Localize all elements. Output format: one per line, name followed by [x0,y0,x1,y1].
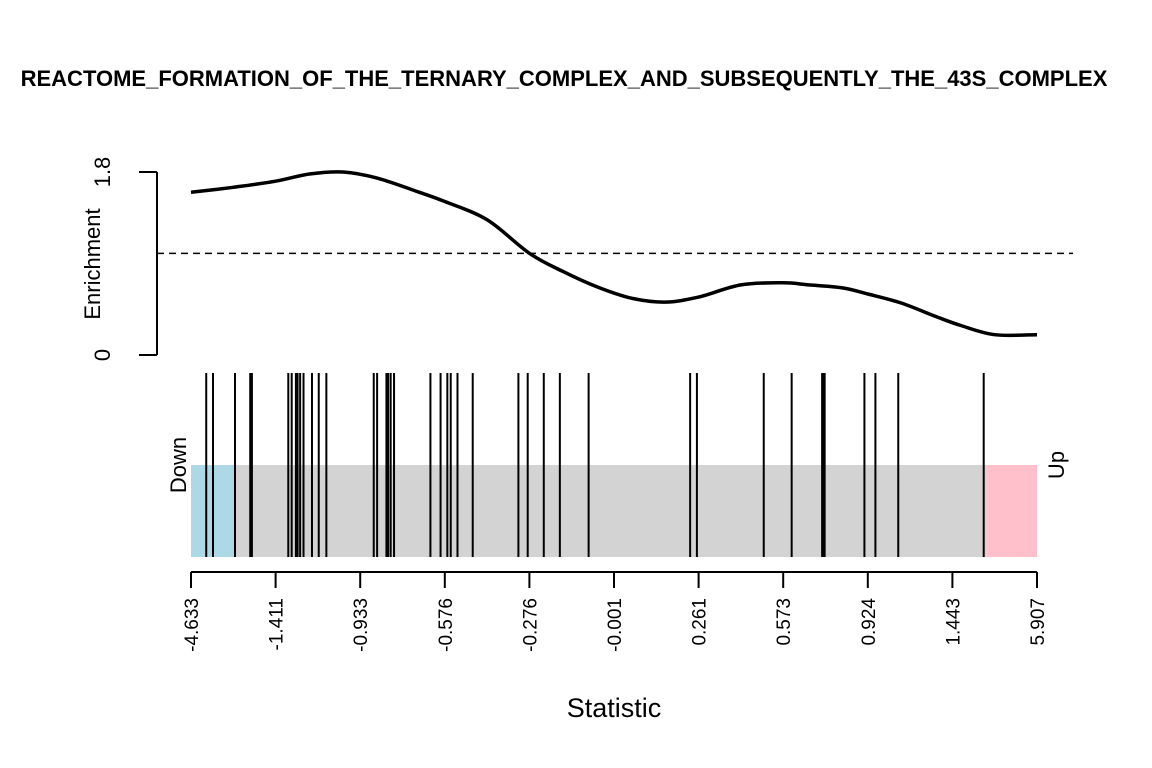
x-tick-label-8: 0.924 [859,598,880,646]
chart-title: REACTOME_FORMATION_OF_THE_TERNARY_COMPLE… [21,66,1108,91]
enrichment-curve [190,170,1038,338]
x-tick-label-2: -0.933 [351,598,372,652]
x-tick-label-7: 0.573 [774,598,795,646]
x-tick-label-0: -4.633 [182,598,203,652]
x-tick-label-5: -0.001 [605,598,626,652]
up-label: Up [1044,451,1069,479]
x-tick-label-4: -0.276 [520,598,541,652]
x-tick-label-3: -0.576 [436,598,457,652]
up-region [986,465,1037,557]
x-axis-label: Statistic [567,693,662,723]
barcode-lines [205,373,985,557]
barcode-panel: Down Up [166,373,1069,557]
y-axis-label: Enrichment [80,208,105,319]
x-tick-label-9: 1.443 [943,598,964,646]
x-axis: -4.633 -1.411 -0.933 -0.576 -0.276 -0.001 0.26… [182,571,1049,723]
enrichment-panel: 1.8 0 Enrichment [80,157,1073,361]
down-label: Down [166,437,191,493]
x-tick-label-1: -1.411 [267,598,288,650]
x-tick-label-6: 0.261 [690,598,711,646]
x-tick-label-10: 5.907 [1028,598,1049,646]
y-tick-label-bottom: 0 [90,349,115,361]
middle-region [235,465,987,557]
y-tick-label-top: 1.8 [90,157,115,188]
